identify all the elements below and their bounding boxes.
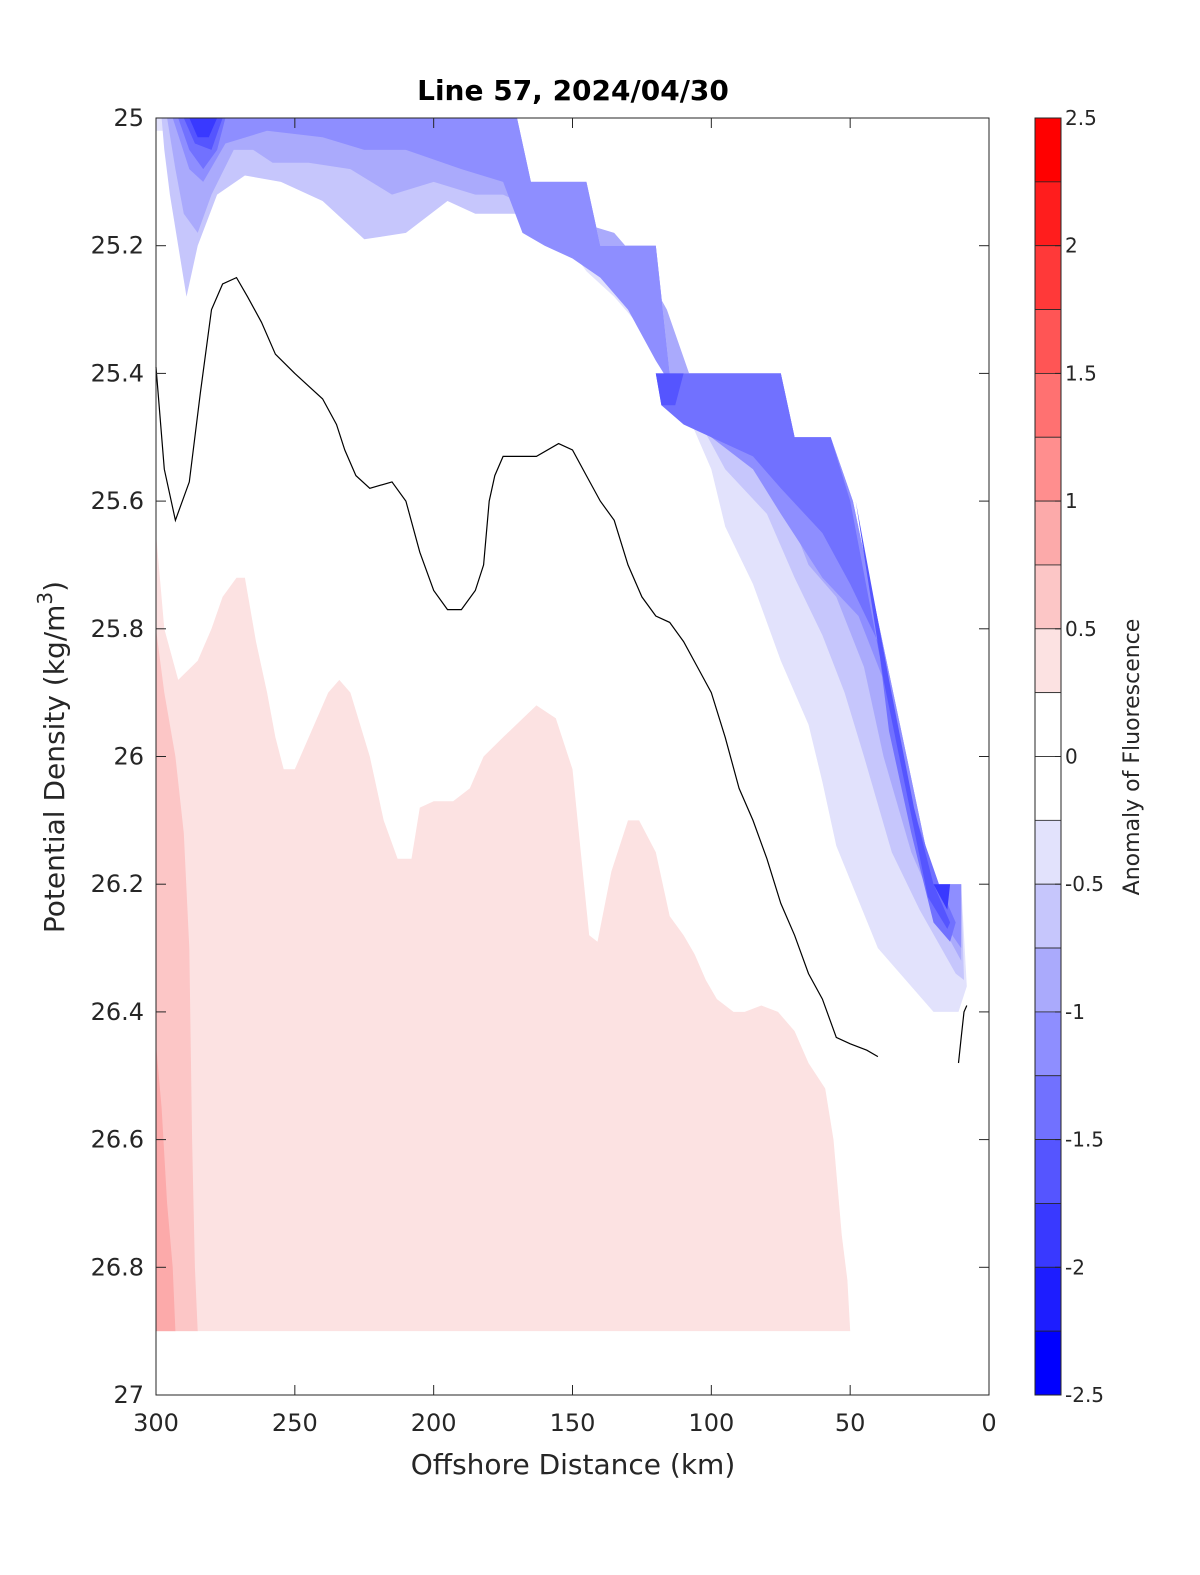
y-tick-label: 25 (113, 104, 144, 132)
y-tick-label: 25.6 (91, 487, 144, 515)
colorbar-cell (1034, 756, 1062, 821)
y-tick-label: 26.2 (91, 870, 144, 898)
colorbar-cell (1034, 500, 1062, 566)
contour-region-12 (156, 628, 198, 1332)
contour-fill-layer (156, 118, 967, 1332)
y-tick-label: 25.8 (91, 615, 144, 643)
x-axis-title: Offshore Distance (km) (411, 1448, 736, 1481)
colorbar-cell (1034, 1330, 1062, 1396)
colorbar-cell (1034, 1075, 1062, 1140)
colorbar-tick-label: 1.5 (1065, 361, 1097, 385)
colorbar-tick-label: 2 (1065, 234, 1078, 258)
plot-area: 300 250 200 150 100 50 0 2525.225.425.625.8262… (91, 104, 997, 1437)
colorbar-cell (1034, 1011, 1062, 1077)
x-tick-label: 100 (688, 1409, 734, 1437)
colorbar-cell (1034, 883, 1062, 949)
colorbar-cells (1034, 117, 1062, 1396)
colorbar-tick-label: -1 (1065, 1000, 1085, 1024)
y-axis-title-close: ) (38, 581, 71, 592)
colorbar-tick-label: 0 (1065, 745, 1078, 769)
colorbar-tick-label: -0.5 (1065, 872, 1104, 896)
zero-contour-line-0 (155, 276, 879, 1058)
contour-region-10 (933, 884, 951, 910)
contour-region-6 (655, 373, 684, 406)
colorbar-cell (1034, 372, 1062, 438)
colorbar-cell (1034, 692, 1062, 757)
colorbar-cell (1034, 1139, 1062, 1204)
contour-region-11 (156, 533, 851, 1332)
colorbar-cell (1034, 947, 1062, 1013)
colorbar-cell (1034, 1203, 1062, 1268)
x-tick-label: 50 (835, 1409, 866, 1437)
colorbar-cell (1034, 1266, 1062, 1332)
colorbar-tick-label: 1 (1065, 489, 1078, 513)
colorbar-tick-label: -2.5 (1065, 1383, 1104, 1407)
colorbar-cell (1034, 181, 1062, 247)
y-axis-title: Potential Density (kg/m3) (33, 581, 71, 933)
colorbar-cell (1034, 564, 1062, 630)
x-tick-label: 250 (272, 1409, 318, 1437)
colorbar: 2.5 2 1.5 1 0.5 0 -0.5 -1 -1.5 -2 -2.5 Anomaly of … (1034, 106, 1145, 1407)
x-tick-label: 0 (981, 1409, 996, 1437)
colorbar-cell (1034, 628, 1062, 694)
y-tick-label: 26 (113, 743, 144, 771)
x-tick-label: 300 (133, 1409, 179, 1437)
colorbar-cell (1034, 436, 1062, 502)
zero-contour-line-1 (957, 1005, 968, 1064)
y-axis-title-main: Potential Density (kg/m (38, 605, 71, 934)
colorbar-tick-label: -2 (1065, 1255, 1085, 1279)
contour-region-3 (172, 118, 962, 949)
y-tick-label: 26.6 (91, 1126, 144, 1154)
x-tick-label: 200 (411, 1409, 457, 1437)
colorbar-cell (1034, 245, 1062, 310)
colorbar-cell (1034, 819, 1062, 885)
x-tick-label: 150 (550, 1409, 596, 1437)
contour-region-13 (156, 1043, 176, 1332)
contour-region-9 (189, 118, 218, 138)
colorbar-cell (1034, 117, 1062, 183)
x-axis: 300 250 200 150 100 50 0 (133, 118, 997, 1437)
colorbar-title: Anomaly of Fluorescence (1120, 619, 1145, 896)
y-axis-title-superscript: 3 (33, 592, 57, 605)
colorbar-tick-label: 2.5 (1065, 106, 1097, 130)
colorbar-tick-label: -1.5 (1065, 1128, 1104, 1152)
y-axis: 25 25.2 25.4 25.6 25.8 26 26.2 26.4 26.6 26.8 27 (91, 104, 989, 1409)
y-tick-label: 27 (113, 1381, 144, 1409)
colorbar-cell (1034, 309, 1062, 374)
y-tick-label: 26.4 (91, 998, 144, 1026)
colorbar-ticks: 2.5 2 1.5 1 0.5 0 -0.5 -1 -1.5 -2 -2.5 (1055, 106, 1104, 1407)
zero-contour-layer (155, 276, 968, 1064)
y-tick-label: 25.2 (91, 232, 144, 260)
chart-title: Line 57, 2024/04/30 (417, 74, 729, 107)
colorbar-tick-label: 0.5 (1065, 617, 1097, 641)
y-tick-label: 26.8 (91, 1253, 144, 1281)
y-tick-label: 25.4 (91, 359, 144, 387)
